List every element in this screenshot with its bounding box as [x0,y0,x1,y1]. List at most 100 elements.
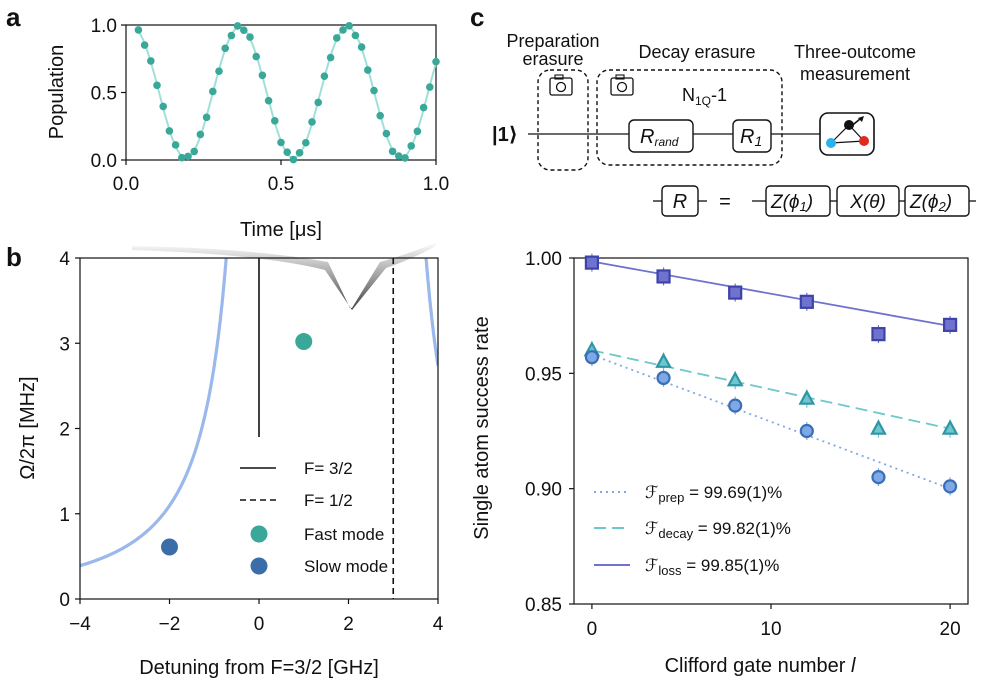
point-decay [941,419,959,435]
panel-a-point [357,43,366,51]
panel-a-point [258,71,267,80]
panel-b-xtick-label: −2 [159,614,181,635]
panel-c-xtick-label: 0 [587,619,598,640]
panel-a-xtick-label: 1.0 [423,174,449,195]
panel-b-xtick-label: 2 [343,614,354,635]
point-loss [942,317,958,332]
panel-a-point [388,147,397,156]
panel-a: a 0.0 0.5 1.0 0.0 0.5 1.0 Time [μs] Populatio… [6,2,449,241]
point-loss [871,327,886,342]
panel-b-xtick-label: −4 [69,614,91,635]
point-prep [799,423,814,439]
fit-line-decay [591,349,951,430]
panel-b-ytick-label: 3 [59,334,70,355]
decomp-r-label: R [673,191,687,213]
measurement-title-1: Three-outcome [794,42,916,62]
measurement-title-2: measurement [800,64,910,84]
zoom-cone [132,242,436,310]
panel-c-fits [591,260,951,490]
panel-a-point [326,53,335,62]
panel-a-point [246,33,254,41]
panel-a-point [382,129,391,138]
panel-a-point [233,22,242,30]
panel-a-point [339,26,347,34]
panel-a-point [333,34,341,42]
panel-a-point [376,111,385,120]
panel-a-point [134,26,143,34]
panel-c-xlabel: Clifford gate number l [665,655,856,677]
panel-c-ytick-label: 0.95 [525,364,562,385]
decomp-z1-label: Z(ϕ1) [770,192,813,214]
decay-erasure-box [596,69,783,166]
panel-a-label: a [6,2,21,32]
point-prep [656,370,671,386]
panel-a-ytick-label: 0.5 [91,84,117,105]
decomp-x-label: X(θ) [849,192,886,213]
decay-erasure-title: Decay erasure [638,42,755,62]
panel-c-ticks: 0 10 20 0.85 0.90 0.95 1.00 [525,249,961,640]
panel-c-legend: ℱprep = 99.69(1)% ℱdecay = 99.82(1)% ℱlo… [594,483,791,578]
gate-r-1-label: R1 [740,126,762,149]
panel-a-point [171,141,180,149]
legend-decay-label: ℱdecay = 99.82(1)% [645,519,791,541]
panel-a-point [184,152,192,161]
panel-b-ylabel: Ω/2π [MHz] [17,376,39,479]
panel-c-xtick-label: 10 [760,619,781,640]
panel-b-label: b [6,242,22,272]
panel-a-xtick-label: 0.5 [268,174,294,195]
panel-a-xlabel: Time [μs] [240,219,322,241]
panel-a-point [227,31,236,40]
point-loss [656,269,671,284]
panel-b: b −4 −2 0 2 4 0 1 2 3 4 F= 3/2 F= 1/2 Fast mode S… [6,242,444,679]
panel-a-point [426,83,434,91]
panel-c-frame [573,257,969,605]
repeat-count: N1Q-1 [682,85,727,108]
legend-fast-swatch [250,525,268,543]
point-decay [726,370,744,387]
point-loss [799,294,814,309]
prep-erasure-title-1: Preparation [506,31,599,51]
measurement-icon [819,112,875,156]
prep-erasure-box [537,69,589,171]
panel-a-point [364,66,372,74]
panel-b-legend: F= 3/2 F= 1/2 Fast mode Slow mode [240,459,388,576]
panel-b-ticks: −4 −2 0 2 4 0 1 2 3 4 [59,249,443,635]
panel-a-point [159,102,167,111]
panel-a-point [401,154,409,162]
panel-a-point [345,21,354,30]
gate-r-1 [732,119,772,153]
panel-a-point [432,57,440,66]
panel-a-point [240,26,248,34]
point-prep [942,479,958,494]
legend-slow-swatch [250,557,268,575]
panel-c-points [583,253,959,496]
panel-a-ytick-label: 0.0 [91,151,117,172]
camera-icon [549,74,573,96]
panel-a-xtick-label: 0.0 [113,174,139,195]
decomp-equals: = [719,191,731,213]
camera-icon [610,74,634,96]
point-decay [870,419,887,435]
panel-a-point [320,72,329,80]
decomp-z2-label: Z(ϕ2) [909,192,952,214]
panel-a-point [314,98,323,107]
panel-b-ytick-label: 4 [59,249,70,270]
panel-c-ytick-label: 0.85 [525,595,562,616]
panel-b-ytick-label: 0 [59,590,70,611]
gate-r-rand [628,119,694,153]
panel-a-points [134,21,440,164]
panel-a-point [147,57,155,65]
legend-f32-label: F= 3/2 [304,459,353,478]
point-loss [584,255,600,270]
legend-fast-label: Fast mode [304,525,384,544]
panel-a-point [202,113,211,122]
panel-a-point [289,155,298,164]
panel-a-point [165,127,174,135]
point-decay [655,352,672,368]
panel-a-point [413,127,422,136]
gate-r-rand-label: Rrand [640,126,679,149]
panel-a-point [209,87,217,96]
panel-a-point [153,81,161,90]
panel-b-xtick-label: 0 [254,614,265,635]
panel-c-ylabel: Single atom success rate [471,316,493,539]
